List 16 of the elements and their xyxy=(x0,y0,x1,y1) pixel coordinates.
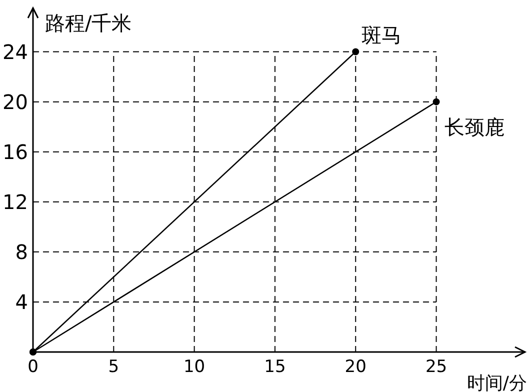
x-tick-label: 25 xyxy=(425,357,448,377)
series-label: 斑马 xyxy=(362,22,402,47)
y-tick-label: 8 xyxy=(15,240,28,264)
x-axis-title: 时间/分 xyxy=(466,373,527,392)
y-tick-label: 12 xyxy=(2,190,28,214)
y-axis-title: 路程/千米 xyxy=(45,11,132,35)
y-tick-label: 24 xyxy=(2,40,28,64)
y-tick-label: 4 xyxy=(15,290,28,314)
series-label: 长颈鹿 xyxy=(444,114,504,139)
x-tick-label: 20 xyxy=(344,357,366,377)
x-tick-label: 10 xyxy=(183,357,206,377)
x-tick-label: 15 xyxy=(264,357,286,377)
y-tick-label: 20 xyxy=(2,90,28,114)
x-tick-label: 0 xyxy=(28,357,38,377)
y-tick-label: 16 xyxy=(2,140,28,164)
x-tick-label: 5 xyxy=(108,357,120,377)
